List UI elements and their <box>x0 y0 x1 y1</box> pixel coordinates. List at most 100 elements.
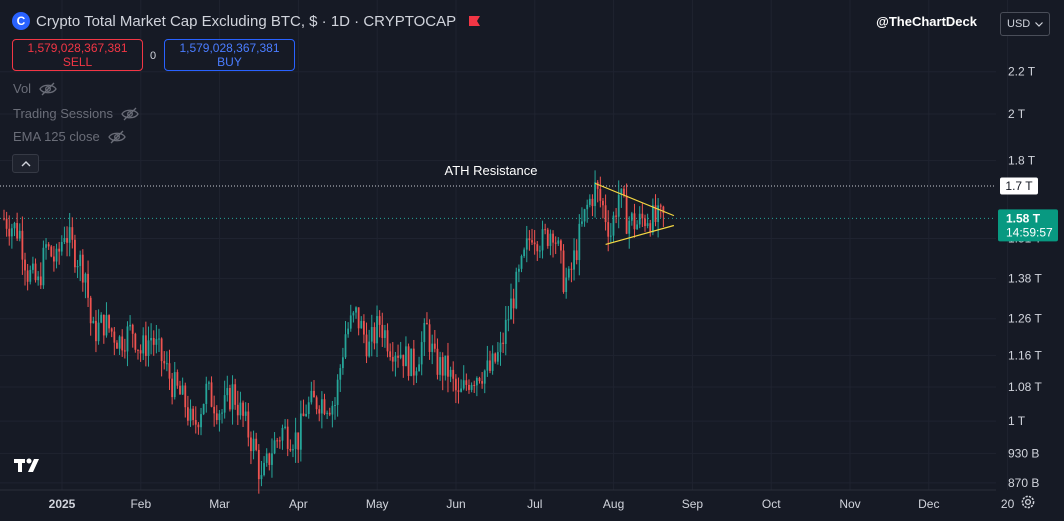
candle-body <box>71 227 74 240</box>
candle-body <box>147 340 150 356</box>
candle-body <box>349 315 352 329</box>
candle-body <box>297 432 300 450</box>
candle-body <box>468 384 470 390</box>
candle-body <box>620 188 623 195</box>
candle-body <box>218 413 221 421</box>
indicator-ema[interactable]: EMA 125 close <box>13 129 126 144</box>
candle-body <box>512 298 515 309</box>
buy-button[interactable]: 1,579,028,367,381 BUY <box>164 39 295 71</box>
candle-body <box>331 405 334 415</box>
candle-body <box>158 338 160 340</box>
candle-body <box>644 218 646 227</box>
flag-icon[interactable] <box>468 15 481 28</box>
sell-price: 1,579,028,367,381 <box>27 41 128 55</box>
candle-body <box>573 250 575 270</box>
candle-body <box>307 402 310 414</box>
candle-body <box>586 204 589 210</box>
price-tick-label: 1.8 T <box>1008 154 1036 168</box>
candle-body <box>381 324 384 338</box>
indicator-label: Trading Sessions <box>13 106 113 121</box>
candle-body <box>131 324 134 334</box>
candle-body <box>192 408 195 420</box>
candle-body <box>281 427 284 441</box>
candle-body <box>649 223 652 233</box>
triangle-lower-trendline[interactable] <box>605 224 675 245</box>
candle-body <box>123 350 126 352</box>
candle-body <box>607 222 610 237</box>
candle-body <box>418 364 420 372</box>
candle-body <box>320 399 323 414</box>
sell-button[interactable]: 1,579,028,367,381 SELL <box>12 39 143 71</box>
candle-body <box>405 346 407 367</box>
candle-body <box>449 369 452 377</box>
candle-body <box>271 453 273 465</box>
candle-body <box>423 322 426 343</box>
candle-body <box>544 229 547 231</box>
candle-body <box>515 271 518 309</box>
candle-body <box>549 233 552 246</box>
candle-body <box>397 355 399 358</box>
indicator-vol[interactable]: Vol <box>13 81 57 96</box>
candle-body <box>536 244 539 252</box>
symbol-title[interactable]: Crypto Total Market Cap Excluding BTC, $… <box>36 12 457 30</box>
candle-body <box>489 360 491 371</box>
candle-body <box>347 328 350 335</box>
candle-body <box>268 453 271 465</box>
eye-hidden-icon[interactable] <box>39 82 57 96</box>
time-axis[interactable]: 2025 Feb Mar Apr May Jun Jul Aug Sep Oct Nov Dec 20 <box>49 497 1015 511</box>
candle-body <box>630 213 633 221</box>
price-tick-label: 2.2 T <box>1008 65 1036 79</box>
candle-body <box>231 384 234 410</box>
price-axis[interactable]: 2.2 T2 T1.8 T1.51 T1.38 T1.26 T1.16 T1.0… <box>1008 65 1042 490</box>
time-tick-label: Apr <box>289 497 308 511</box>
candle-body <box>29 269 32 282</box>
candle-body <box>494 353 497 362</box>
candle-body <box>202 403 205 415</box>
candle-body <box>60 241 63 252</box>
candle-body <box>89 297 92 324</box>
candle-body <box>370 327 373 342</box>
candle-body <box>194 419 197 425</box>
candle-body <box>420 342 423 365</box>
collapse-legend-button[interactable] <box>12 154 39 173</box>
tradingview-logo-icon[interactable] <box>14 456 46 474</box>
candle-body <box>5 218 8 229</box>
candle-body <box>654 205 657 222</box>
price-tick-label: 1.26 T <box>1008 312 1042 326</box>
candle-body <box>63 238 66 242</box>
eye-hidden-icon[interactable] <box>121 107 139 121</box>
candle-body <box>531 240 533 243</box>
chevron-down-icon <box>1035 21 1043 27</box>
candle-body <box>144 335 147 356</box>
ath-resistance-label[interactable]: ATH Resistance <box>445 163 538 178</box>
candle-body <box>221 412 223 414</box>
chart-legend-title[interactable]: C Crypto Total Market Cap Excluding BTC,… <box>12 12 481 30</box>
candle-body <box>3 218 5 220</box>
candle-body <box>523 249 526 257</box>
indicator-trading-sessions[interactable]: Trading Sessions <box>13 106 139 121</box>
candle-body <box>118 336 121 349</box>
candle-body <box>299 413 302 450</box>
candle-body <box>399 354 402 358</box>
candle-body <box>384 330 386 338</box>
candle-body <box>142 335 145 354</box>
eye-hidden-icon[interactable] <box>107 130 126 144</box>
candle-body <box>473 384 476 386</box>
time-tick-label: Jul <box>527 497 542 511</box>
currency-selector[interactable]: USD <box>1000 12 1050 36</box>
gear-icon[interactable] <box>1020 494 1036 510</box>
candle-body <box>79 254 82 267</box>
candle-body <box>389 351 392 357</box>
candle-body <box>108 315 110 329</box>
candle-body <box>310 390 313 403</box>
price-tick-label: 930 B <box>1008 446 1039 460</box>
triangle-upper-trendline[interactable] <box>594 182 675 217</box>
candle-body <box>491 353 494 371</box>
candle-body <box>410 348 413 376</box>
candle-body <box>284 426 286 428</box>
candle-body <box>651 205 654 233</box>
price-tick-label: 1.16 T <box>1008 348 1042 362</box>
candle-body <box>628 220 631 234</box>
